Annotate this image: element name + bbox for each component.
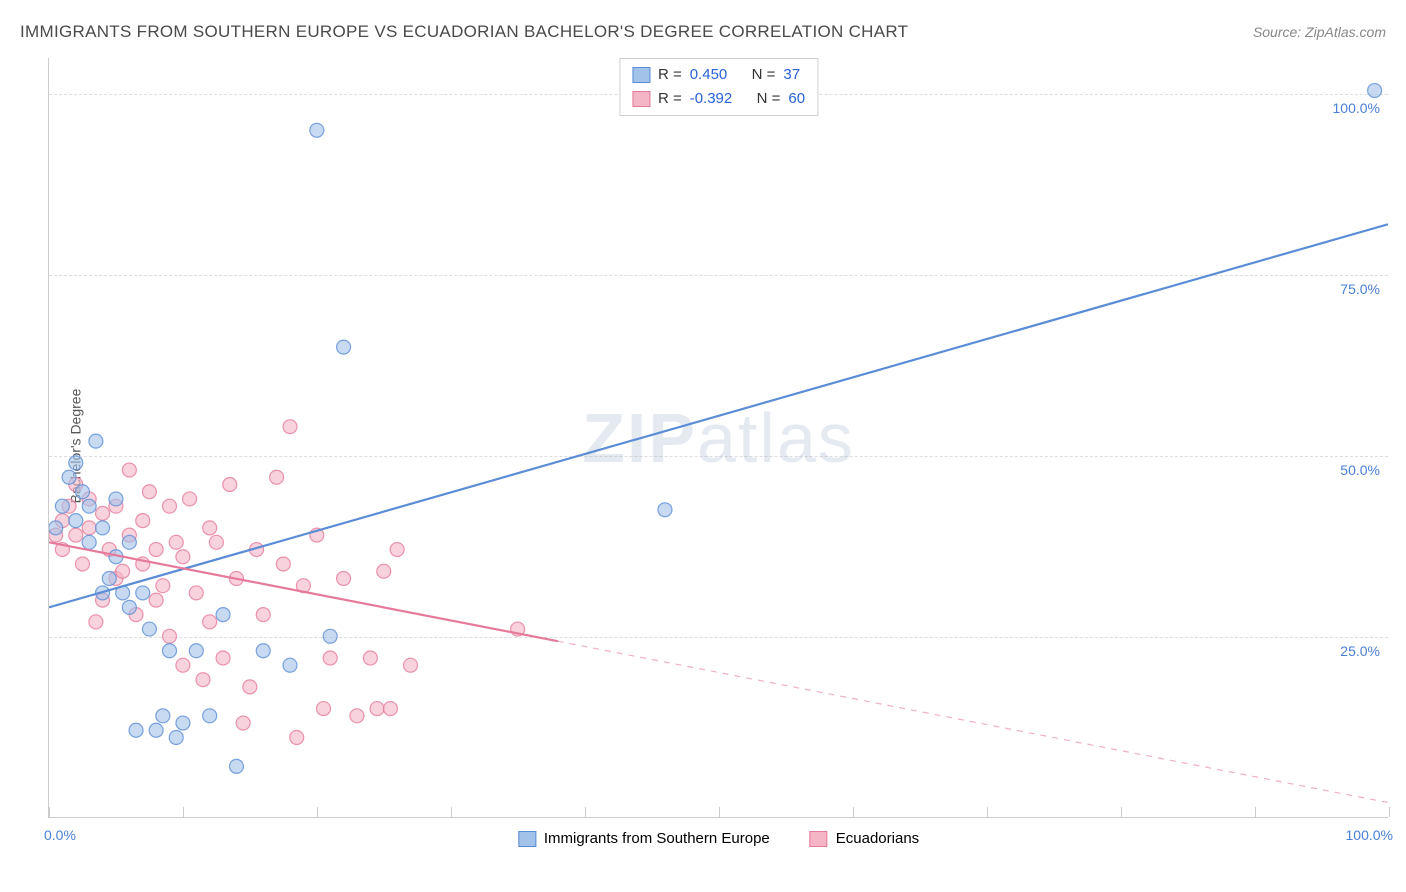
scatter-point bbox=[96, 506, 110, 520]
scatter-point bbox=[404, 658, 418, 672]
regression-line bbox=[49, 224, 1388, 607]
scatter-point bbox=[310, 123, 324, 137]
scatter-point bbox=[89, 615, 103, 629]
scatter-point bbox=[102, 571, 116, 585]
scatter-point bbox=[89, 434, 103, 448]
scatter-point bbox=[337, 571, 351, 585]
scatter-point bbox=[129, 723, 143, 737]
scatter-point bbox=[49, 521, 63, 535]
scatter-point bbox=[183, 492, 197, 506]
scatter-point bbox=[363, 651, 377, 665]
scatter-point bbox=[136, 586, 150, 600]
x-tick-label-min: 0.0% bbox=[44, 827, 76, 843]
scatter-point bbox=[203, 709, 217, 723]
scatter-point bbox=[176, 716, 190, 730]
scatter-point bbox=[189, 644, 203, 658]
scatter-point bbox=[370, 702, 384, 716]
scatter-point bbox=[156, 579, 170, 593]
scatter-point bbox=[136, 514, 150, 528]
correlation-legend: R = 0.450 N = 37 R = -0.392 N = 60 bbox=[619, 58, 818, 116]
scatter-point bbox=[82, 521, 96, 535]
r-value-series-b: -0.392 bbox=[690, 87, 733, 111]
scatter-point bbox=[142, 485, 156, 499]
scatter-point bbox=[55, 499, 69, 513]
scatter-point bbox=[283, 420, 297, 434]
n-value-series-a: 37 bbox=[783, 63, 800, 87]
scatter-point bbox=[390, 543, 404, 557]
scatter-point bbox=[163, 644, 177, 658]
scatter-point bbox=[122, 600, 136, 614]
scatter-point bbox=[176, 550, 190, 564]
scatter-point bbox=[156, 709, 170, 723]
swatch-series-b bbox=[632, 91, 650, 107]
scatter-point bbox=[383, 702, 397, 716]
scatter-point bbox=[236, 716, 250, 730]
scatter-point bbox=[270, 470, 284, 484]
scatter-point bbox=[82, 535, 96, 549]
scatter-point bbox=[658, 503, 672, 517]
scatter-point bbox=[317, 702, 331, 716]
scatter-point bbox=[337, 340, 351, 354]
series-legend: Immigrants from Southern Europe Ecuadori… bbox=[518, 830, 919, 847]
scatter-point bbox=[216, 608, 230, 622]
scatter-point bbox=[163, 499, 177, 513]
scatter-point bbox=[290, 730, 304, 744]
scatter-point bbox=[196, 673, 210, 687]
scatter-point bbox=[209, 535, 223, 549]
scatter-point bbox=[122, 463, 136, 477]
scatter-point bbox=[75, 557, 89, 571]
scatter-point bbox=[122, 535, 136, 549]
source-attribution: Source: ZipAtlas.com bbox=[1253, 24, 1386, 40]
swatch-series-a bbox=[632, 67, 650, 83]
scatter-point bbox=[82, 499, 96, 513]
scatter-point bbox=[203, 615, 217, 629]
scatter-point bbox=[163, 629, 177, 643]
swatch-series-b-icon bbox=[810, 831, 828, 847]
scatter-point bbox=[1368, 84, 1382, 98]
scatter-point bbox=[377, 564, 391, 578]
scatter-point bbox=[69, 528, 83, 542]
scatter-point bbox=[169, 535, 183, 549]
regression-line-dashed bbox=[558, 641, 1388, 802]
scatter-point bbox=[96, 521, 110, 535]
legend-row-series-a: R = 0.450 N = 37 bbox=[632, 63, 805, 87]
scatter-point bbox=[109, 492, 123, 506]
scatter-point bbox=[216, 651, 230, 665]
scatter-point bbox=[62, 470, 76, 484]
x-tick-label-max: 100.0% bbox=[1346, 827, 1393, 843]
scatter-point bbox=[323, 651, 337, 665]
scatter-point bbox=[176, 658, 190, 672]
legend-item-series-a: Immigrants from Southern Europe bbox=[518, 830, 770, 847]
n-value-series-b: 60 bbox=[788, 87, 805, 111]
scatter-point bbox=[256, 644, 270, 658]
scatter-point bbox=[350, 709, 364, 723]
scatter-point bbox=[142, 622, 156, 636]
scatter-point bbox=[189, 586, 203, 600]
scatter-point bbox=[75, 485, 89, 499]
scatter-point bbox=[69, 456, 83, 470]
legend-row-series-b: R = -0.392 N = 60 bbox=[632, 87, 805, 111]
scatter-point bbox=[149, 723, 163, 737]
scatter-point bbox=[243, 680, 257, 694]
scatter-svg bbox=[49, 58, 1388, 817]
chart-title: IMMIGRANTS FROM SOUTHERN EUROPE VS ECUAD… bbox=[20, 22, 908, 42]
scatter-point bbox=[116, 564, 130, 578]
scatter-point bbox=[149, 593, 163, 607]
scatter-point bbox=[323, 629, 337, 643]
scatter-point bbox=[276, 557, 290, 571]
scatter-point bbox=[149, 543, 163, 557]
scatter-point bbox=[223, 477, 237, 491]
scatter-point bbox=[203, 521, 217, 535]
r-value-series-a: 0.450 bbox=[690, 63, 728, 87]
swatch-series-a-icon bbox=[518, 831, 536, 847]
legend-item-series-b: Ecuadorians bbox=[810, 830, 919, 847]
scatter-point bbox=[169, 730, 183, 744]
chart-plot-area: ZIPatlas 25.0%50.0%75.0%100.0% 0.0% 100.… bbox=[48, 58, 1388, 818]
scatter-point bbox=[256, 608, 270, 622]
scatter-point bbox=[283, 658, 297, 672]
scatter-point bbox=[69, 514, 83, 528]
x-tick bbox=[1389, 807, 1390, 817]
scatter-point bbox=[229, 759, 243, 773]
